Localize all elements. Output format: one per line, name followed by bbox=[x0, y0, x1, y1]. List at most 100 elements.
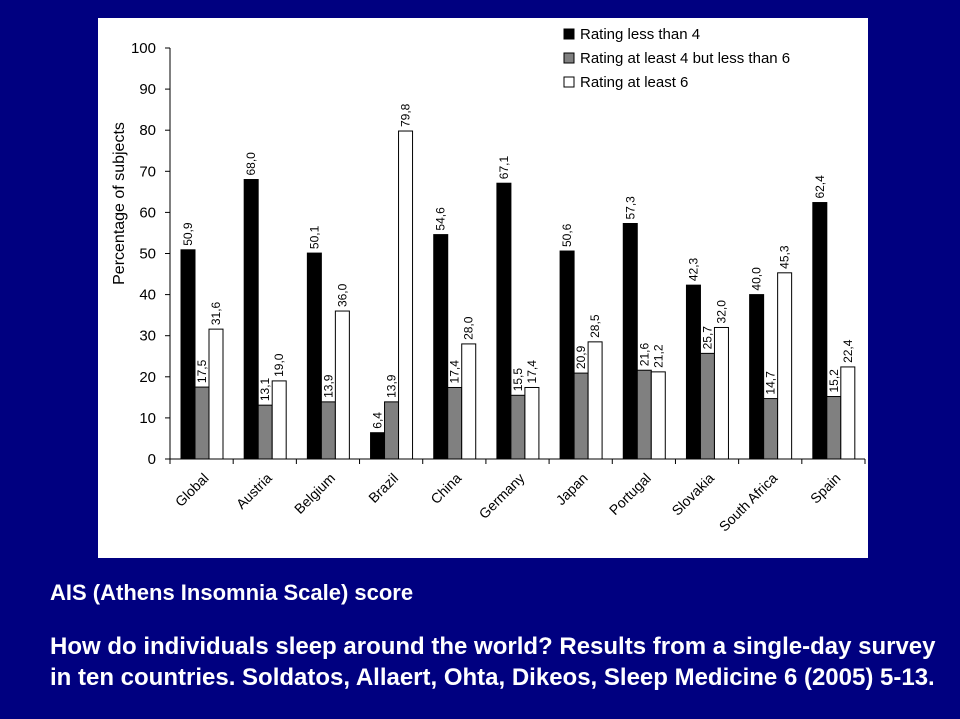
data-label: 45,3 bbox=[778, 245, 792, 269]
bar bbox=[320, 401, 336, 460]
data-label: 13,9 bbox=[385, 374, 399, 398]
y-tick-label: 10 bbox=[139, 410, 156, 427]
data-label: 15,2 bbox=[827, 369, 841, 393]
bar bbox=[461, 343, 477, 460]
data-label: 21,2 bbox=[651, 344, 665, 368]
x-category-label: China bbox=[427, 470, 464, 507]
bar bbox=[622, 222, 638, 460]
y-axis-title: Percentage of subjects bbox=[111, 122, 128, 285]
data-label: 17,5 bbox=[195, 359, 209, 383]
bar bbox=[650, 371, 666, 460]
x-category-label: Belgium bbox=[291, 470, 338, 517]
bar bbox=[194, 386, 210, 460]
bar bbox=[510, 394, 526, 460]
bar bbox=[573, 372, 589, 460]
data-label: 15,5 bbox=[511, 368, 525, 392]
bar bbox=[812, 202, 828, 460]
scale-caption: AIS (Athens Insomnia Scale) score bbox=[50, 580, 414, 605]
bar bbox=[636, 369, 652, 460]
data-label: 36,0 bbox=[335, 283, 349, 307]
y-tick-label: 50 bbox=[139, 246, 156, 263]
x-category-label: Global bbox=[172, 470, 212, 510]
data-label: 67,1 bbox=[497, 156, 511, 180]
y-tick-label: 100 bbox=[131, 40, 156, 57]
bar bbox=[826, 396, 842, 460]
citation-line-2: in ten countries. Soldatos, Allaert, Oht… bbox=[50, 664, 935, 691]
legend-swatch bbox=[563, 76, 575, 88]
x-category-label: Brazil bbox=[365, 470, 401, 506]
data-label: 28,0 bbox=[462, 316, 476, 340]
legend-label: Rating at least 6 bbox=[580, 74, 688, 91]
chart-panel: 0 10 20 30 40 50 60 70 80 90 100 Percentage of subj… bbox=[98, 18, 868, 558]
data-label: 25,7 bbox=[700, 326, 714, 350]
x-category-label: Germany bbox=[476, 470, 528, 522]
bar bbox=[180, 249, 196, 460]
y-tick-label: 40 bbox=[139, 287, 156, 304]
bar bbox=[384, 401, 400, 460]
y-tick-label: 80 bbox=[139, 122, 156, 139]
bar bbox=[496, 182, 512, 460]
citation-line-1: How do individuals sleep around the worl… bbox=[50, 633, 936, 660]
data-label: 68,0 bbox=[244, 152, 258, 176]
legend-swatch bbox=[563, 52, 575, 64]
bar bbox=[306, 252, 322, 460]
data-label: 50,1 bbox=[307, 225, 321, 249]
legend-swatch bbox=[563, 28, 575, 40]
bar bbox=[713, 326, 729, 460]
data-label: 62,4 bbox=[813, 175, 827, 199]
bar bbox=[685, 284, 701, 460]
x-category-label: South Africa bbox=[716, 470, 781, 535]
data-label: 31,6 bbox=[209, 301, 223, 325]
bar bbox=[433, 234, 449, 460]
y-tick-label: 20 bbox=[139, 369, 156, 386]
bar bbox=[334, 310, 350, 460]
data-label: 32,0 bbox=[714, 300, 728, 324]
data-label: 20,9 bbox=[574, 345, 588, 369]
data-label: 79,8 bbox=[399, 103, 413, 127]
x-category-label: Japan bbox=[553, 470, 591, 508]
bar bbox=[559, 250, 575, 460]
y-tick-label: 90 bbox=[139, 81, 156, 98]
data-label: 40,0 bbox=[750, 267, 764, 291]
bar bbox=[208, 328, 224, 460]
bar bbox=[777, 272, 793, 460]
bar bbox=[447, 386, 463, 460]
x-category-label: Portugal bbox=[606, 470, 654, 518]
bar bbox=[398, 130, 414, 460]
bar bbox=[370, 432, 386, 460]
bar bbox=[587, 341, 603, 460]
bar bbox=[271, 380, 287, 460]
y-tick-label: 60 bbox=[139, 204, 156, 221]
bar bbox=[699, 352, 715, 460]
bar-chart: 0 10 20 30 40 50 60 70 80 90 100 Percentage of subj… bbox=[111, 26, 866, 535]
data-label: 13,1 bbox=[258, 377, 272, 401]
x-category-label: Spain bbox=[807, 470, 844, 507]
data-label: 21,6 bbox=[637, 343, 651, 367]
data-label: 50,9 bbox=[181, 222, 195, 246]
data-label: 54,6 bbox=[434, 207, 448, 231]
bar bbox=[840, 366, 856, 460]
x-category-label: Austria bbox=[233, 470, 275, 512]
data-label: 19,0 bbox=[272, 353, 286, 377]
y-tick-label: 70 bbox=[139, 163, 156, 180]
legend-label: Rating at least 4 but less than 6 bbox=[580, 50, 790, 67]
data-label: 42,3 bbox=[686, 257, 700, 281]
y-tick-label: 30 bbox=[139, 328, 156, 345]
data-label: 28,5 bbox=[588, 314, 602, 338]
x-category-label: Slovakia bbox=[668, 470, 717, 519]
data-label: 57,3 bbox=[623, 196, 637, 220]
bar bbox=[243, 179, 259, 460]
data-label: 22,4 bbox=[841, 339, 855, 363]
bar bbox=[763, 398, 779, 460]
data-label: 17,4 bbox=[525, 360, 539, 384]
data-label: 17,4 bbox=[448, 360, 462, 384]
data-label: 6,4 bbox=[371, 412, 385, 429]
data-label: 13,9 bbox=[321, 374, 335, 398]
y-tick-label: 0 bbox=[148, 451, 156, 468]
bar bbox=[524, 386, 540, 460]
legend-label: Rating less than 4 bbox=[580, 26, 700, 43]
data-label: 14,7 bbox=[764, 371, 778, 395]
bar bbox=[257, 404, 273, 460]
data-label: 50,6 bbox=[560, 223, 574, 247]
bar bbox=[749, 294, 765, 460]
